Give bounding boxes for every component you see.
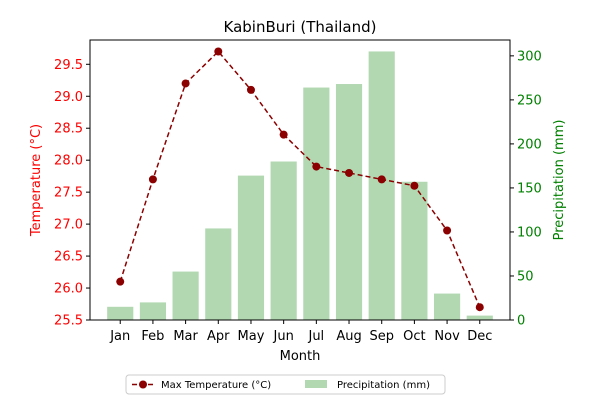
right-axis-label: Precipitation (mm) [552,120,567,241]
temperature-point-mar [181,79,190,88]
chart-title: KabinBuri (Thailand) [224,18,377,36]
x-tick-label: Oct [403,329,425,344]
legend-line-marker [139,380,147,389]
x-tick-label: May [238,329,265,344]
temperature-point-dec [475,303,484,312]
temperature-series-line [119,50,481,308]
temperature-point-apr [214,47,223,56]
precipitation-bar-may [237,175,265,320]
right-tick-label: 50 [517,269,534,284]
left-tick-label: 28.0 [54,154,83,169]
precipitation-bar-aug [335,84,363,321]
right-axis-ticks: 0 50 100 150 200 250 300 [510,49,542,329]
precipitation-bars [107,51,493,321]
temperature-point-jun [279,130,288,139]
precipitation-bar-feb [139,302,166,320]
left-tick-label: 26.0 [54,282,83,297]
x-tick-label: Sep [369,329,394,344]
temperature-point-jan [116,277,125,286]
right-tick-label: 150 [517,181,542,196]
temperature-point-nov [443,226,452,235]
precipitation-bar-jul [303,87,330,320]
temperature-point-may [246,85,255,94]
temperature-line [116,47,484,312]
left-axis-ticks: 25.5 26.0 26.5 27.0 27.5 28.0 28.5 29.0 29.5 [54,58,90,329]
left-tick-label: 26.5 [54,250,83,265]
x-tick-label: Nov [434,329,460,344]
x-tick-label: Apr [207,329,230,344]
left-tick-label: 28.5 [54,122,83,137]
precipitation-bar-oct [401,181,428,320]
right-tick-label: 0 [517,314,525,329]
precipitation-bar-jun [270,161,297,320]
left-tick-label: 25.5 [54,314,83,329]
temperature-point-aug [345,168,354,177]
x-tick-label: Jul [307,329,324,344]
x-tick-label: Aug [336,329,361,344]
x-axis-label: Month [280,349,321,364]
x-tick-label: Feb [141,329,164,344]
legend-label-temperature: Max Temperature (°C) [161,380,271,391]
precipitation-bar-nov [434,293,461,320]
temperature-point-feb [148,175,157,184]
right-tick-label: 300 [517,49,542,64]
precipitation-bar-sep [368,51,395,321]
x-tick-label: Jun [273,329,294,344]
x-tick-label: Dec [467,329,492,344]
right-tick-label: 100 [517,225,542,240]
precipitation-bar-jan [107,306,134,320]
legend-box [125,374,446,395]
x-axis-ticks: Jan Feb Mar Apr May Jun Jul Aug Sep Oct Nov Dec [109,320,492,344]
legend: Max Temperature (°C) Precipitation (mm) [125,374,446,395]
plot-frame [89,39,511,321]
left-tick-label: 29.5 [54,58,83,73]
left-tick-label: 27.5 [54,186,83,201]
left-tick-label: 29.0 [54,90,83,105]
temperature-point-oct [410,181,419,190]
temperature-point-jul [312,162,321,171]
legend-bar-swatch [305,380,327,388]
precipitation-bar-mar [172,271,199,320]
left-axis-label: Temperature (°C) [29,124,44,237]
x-tick-label: Mar [173,329,198,344]
right-tick-label: 250 [517,93,542,108]
temperature-point-sep [377,175,386,184]
x-tick-label: Jan [109,329,130,344]
legend-label-precipitation: Precipitation (mm) [337,380,430,391]
right-tick-label: 200 [517,137,542,152]
left-tick-label: 27.0 [54,218,83,233]
precipitation-bar-apr [205,228,232,320]
precipitation-bar-dec [466,315,493,320]
